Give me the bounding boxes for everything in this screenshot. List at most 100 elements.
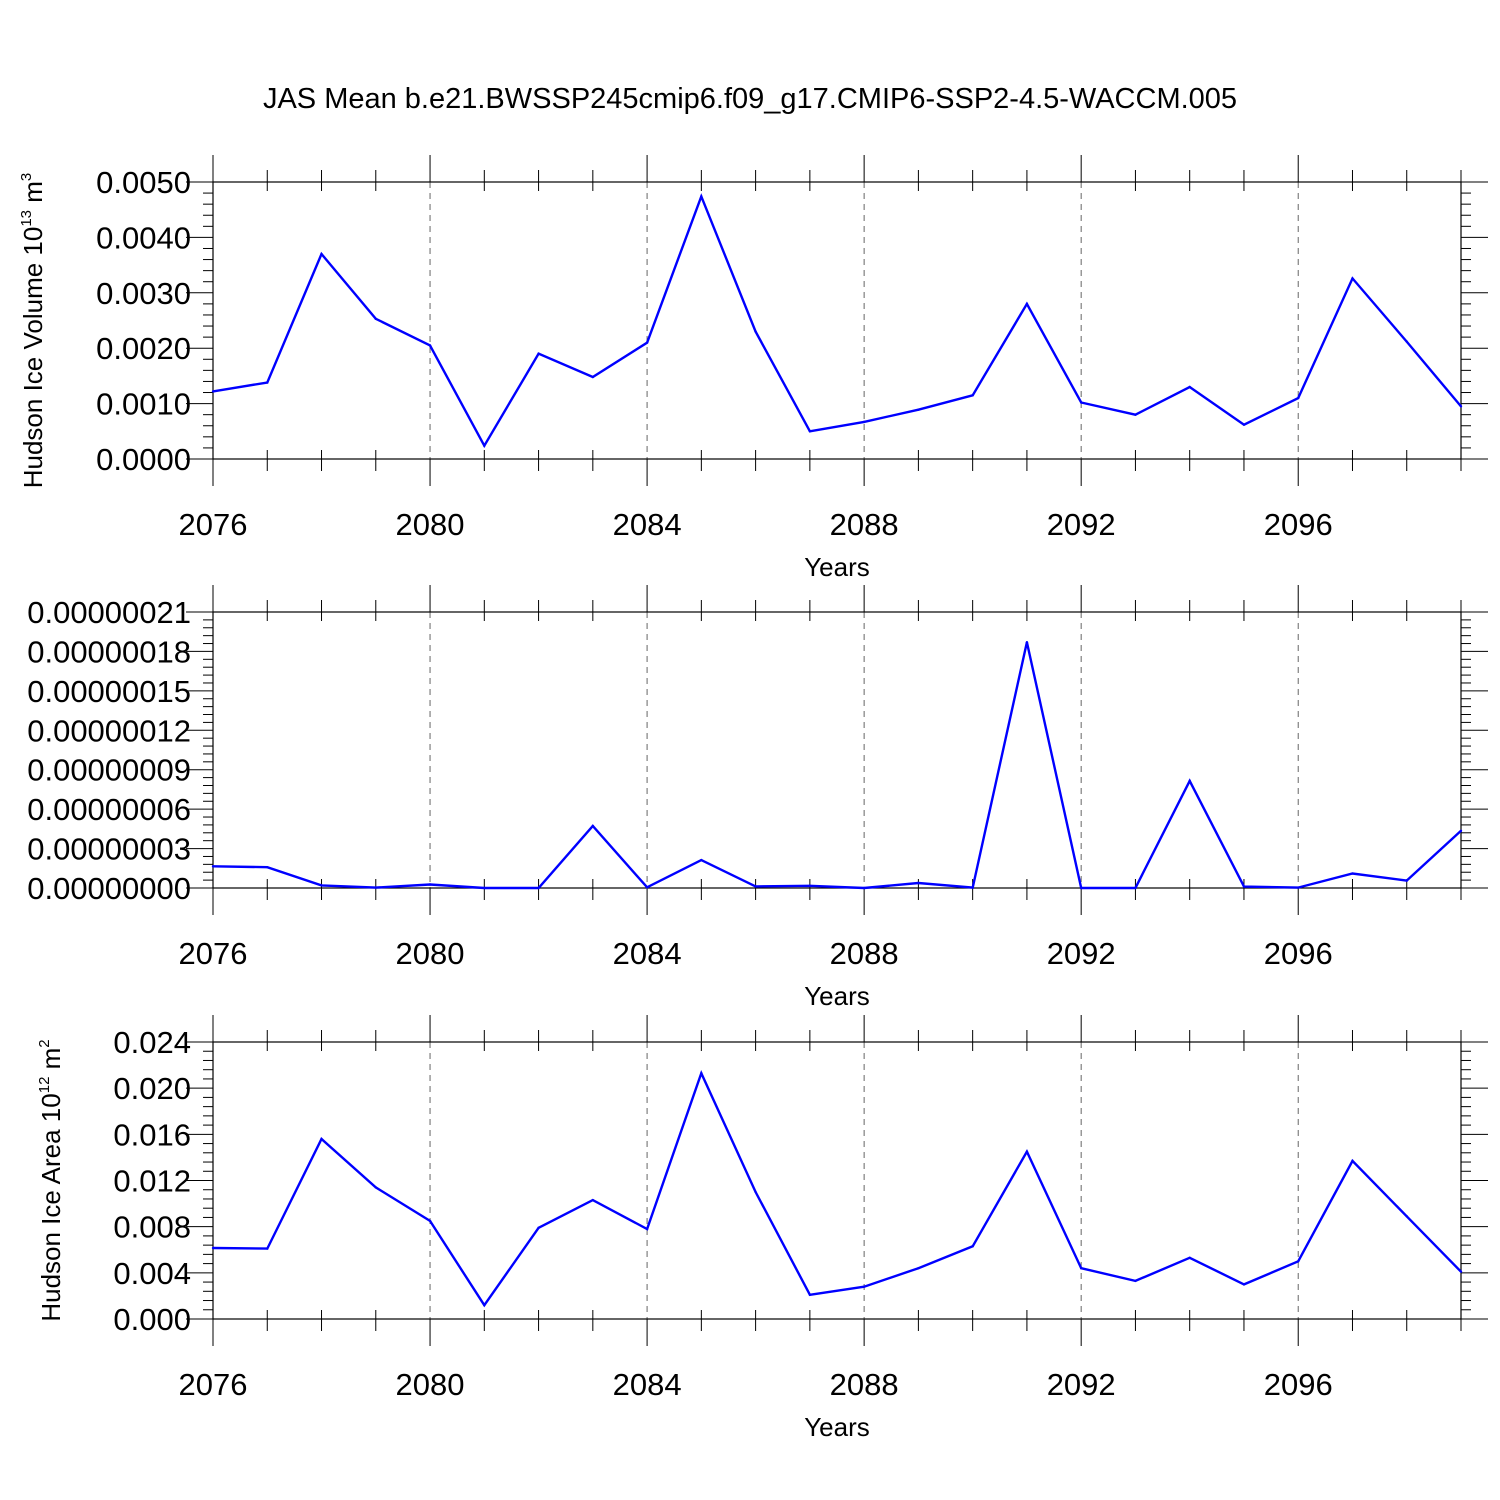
y-tick-label: 0.00000009: [27, 753, 191, 788]
data-point: [537, 886, 540, 890]
panel-2: 0.00000000 0.00000003 0.00000006 0.00000009…: [27, 585, 1488, 1011]
data-point: [1079, 886, 1083, 890]
y-axis-title-superscript: 2: [36, 1039, 53, 1047]
x-axis-title: Years: [804, 981, 870, 1011]
data-point: [700, 195, 703, 198]
data-point: [266, 1247, 269, 1250]
data-point: [645, 1227, 649, 1231]
data-point: [1079, 401, 1083, 404]
data-point: [1242, 885, 1246, 888]
data-point: [917, 1267, 920, 1270]
data-point: [1188, 385, 1191, 389]
x-axis-title: Years: [804, 552, 870, 582]
plot-frame: [212, 181, 1462, 460]
data-point: [1188, 779, 1191, 783]
data-point: [808, 1293, 812, 1296]
y-tick-label: 0.0030: [96, 276, 191, 311]
data-point: [591, 824, 595, 828]
data-point: [917, 408, 920, 411]
data-point: [645, 886, 649, 889]
data-point: [1134, 413, 1137, 416]
data-point: [1079, 1267, 1083, 1270]
data-point: [645, 341, 649, 344]
x-tick-label: 2076: [179, 1367, 248, 1402]
x-tick-label: 2088: [830, 936, 899, 971]
y-tick-label: 0.00000012: [27, 713, 191, 748]
y-tick-label: 0.004: [113, 1256, 191, 1291]
y-tick-label: 0.0010: [96, 387, 191, 422]
data-point: [1405, 1215, 1408, 1218]
data-point: [374, 886, 377, 889]
data-point: [483, 1303, 486, 1307]
x-tick-label: 2084: [613, 1367, 682, 1402]
y-tick-label: 0.020: [113, 1071, 191, 1106]
data-point: [808, 430, 812, 433]
data-point: [1297, 886, 1300, 889]
y-axis-title-text: Hudson Ice Area 10: [36, 1093, 66, 1321]
y-tick-label: 0.00000000: [27, 871, 191, 906]
x-tick-label: 2076: [179, 507, 248, 542]
x-tick-label: 2088: [830, 507, 899, 542]
data-point: [754, 330, 757, 333]
series-line: [212, 641, 1462, 890]
y-tick-label: 0.00000015: [27, 674, 191, 709]
y-tick-label: 0.0050: [96, 165, 191, 200]
x-tick-label: 2092: [1047, 936, 1116, 971]
data-point: [971, 886, 974, 889]
y-axis-title-superscript: 3: [18, 173, 35, 181]
data-point: [211, 865, 215, 868]
x-tick-label: 2080: [396, 1367, 465, 1402]
y-axis-title: Hudson Ice Area 1012 m2: [36, 1039, 66, 1321]
x-tick-label: 2096: [1264, 936, 1333, 971]
data-point: [1459, 1270, 1463, 1273]
x-tick-label: 2096: [1264, 1367, 1333, 1402]
x-tick-label: 2092: [1047, 1367, 1116, 1402]
data-point: [1351, 277, 1354, 280]
data-point: [1459, 405, 1463, 408]
data-point: [483, 444, 486, 447]
plot-frame: [212, 1041, 1462, 1320]
plot-frame: [212, 611, 1462, 889]
panel-1: 0.0000 0.0010 0.0020 0.0030 0.0040 0.0050 2076…: [18, 155, 1488, 582]
data-point: [700, 858, 703, 862]
y-tick-label: 0.012: [113, 1164, 191, 1199]
data-point: [917, 881, 920, 885]
y-axis-title-superscript: 12: [36, 1077, 53, 1094]
y-tick-label: 0.008: [113, 1210, 191, 1245]
data-point: [1405, 340, 1408, 343]
x-tick-label: 2080: [396, 936, 465, 971]
data-point: [211, 390, 215, 393]
y-tick-label: 0.00000006: [27, 792, 191, 827]
y-axis-title-text: m: [36, 1048, 66, 1077]
data-point: [971, 1245, 974, 1248]
data-point: [537, 1226, 540, 1230]
y-tick-label: 0.00000018: [27, 634, 191, 669]
figure-title: JAS Mean b.e21.BWSSP245cmip6.f09_g17.CMI…: [263, 83, 1237, 115]
data-point: [320, 252, 323, 256]
data-point: [266, 381, 269, 384]
x-tick-label: 2080: [396, 507, 465, 542]
y-tick-label: 0.016: [113, 1117, 191, 1152]
data-point: [1405, 879, 1408, 882]
data-point: [1297, 1260, 1300, 1263]
y-axis-title-superscript: 13: [18, 210, 35, 227]
data-point: [591, 1198, 595, 1202]
data-point: [1025, 1150, 1029, 1153]
x-axis-title: Years: [804, 1412, 870, 1442]
data-point: [483, 886, 486, 890]
x-tick-label: 2096: [1264, 507, 1333, 542]
data-point: [374, 1186, 377, 1189]
data-point: [1025, 641, 1029, 644]
y-axis-title-text: m: [18, 181, 48, 210]
x-tick-label: 2084: [613, 507, 682, 542]
data-point: [862, 420, 866, 424]
data-point: [971, 394, 974, 397]
data-point: [537, 352, 540, 355]
data-point: [808, 884, 812, 887]
data-point: [428, 883, 432, 886]
series-line: [212, 1069, 1462, 1308]
data-point: [428, 344, 432, 347]
data-point: [320, 1137, 323, 1141]
data-point: [428, 1219, 432, 1223]
